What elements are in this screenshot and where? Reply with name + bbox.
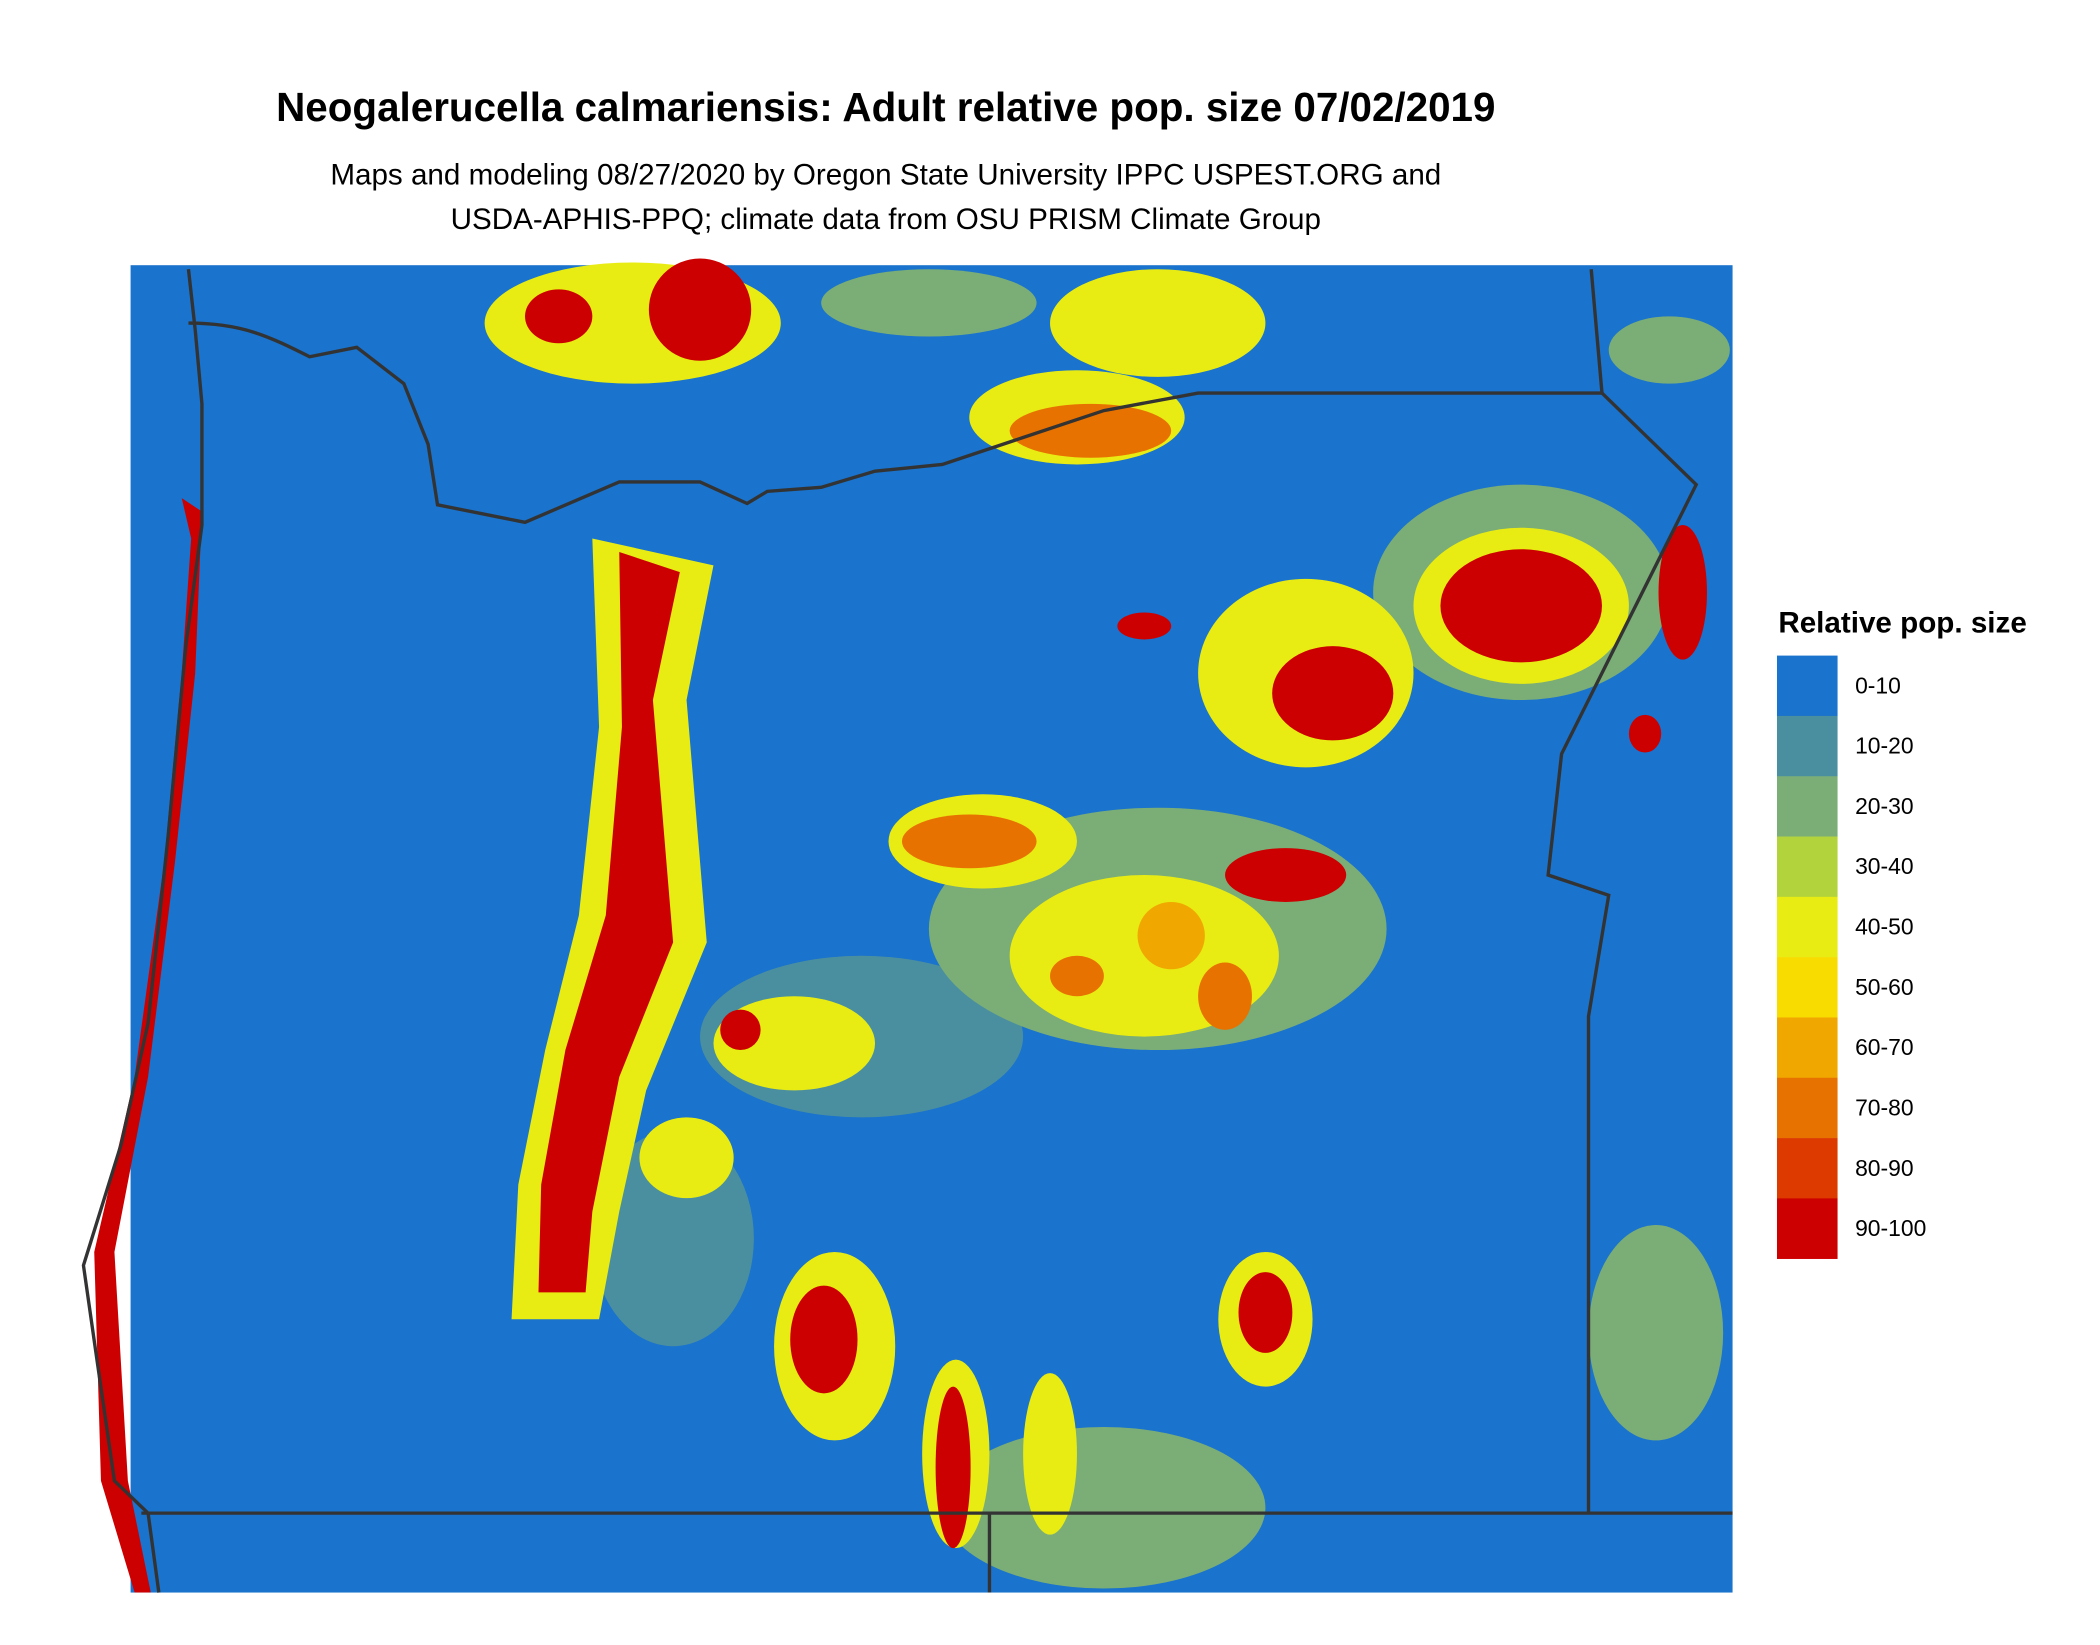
- zone: [1588, 1225, 1724, 1441]
- subtitle: USDA-APHIS-PPQ; climate data from OSU PR…: [451, 203, 1321, 236]
- legend-swatch: [1776, 655, 1838, 717]
- legend-title: Relative pop. size: [1778, 607, 2026, 640]
- legend-label: 10-20: [1855, 733, 1914, 759]
- zone: [821, 269, 1037, 337]
- legend-swatch: [1776, 715, 1838, 777]
- legend-label: 80-90: [1855, 1155, 1914, 1181]
- state-border: [1589, 269, 1604, 394]
- legend-swatch: [1776, 1198, 1838, 1259]
- state-border: [141, 1511, 1733, 1593]
- legend: 0-10 10-20 20-30 30-40 40-50 50-60 60-70 70-80 8…: [1776, 655, 1926, 1259]
- zone: [1117, 612, 1172, 640]
- figure-body: Neogalerucella calmariensis: Adult relat…: [81, 84, 2027, 1593]
- coastline: [81, 269, 204, 1593]
- zone: [1050, 955, 1104, 997]
- zone: [525, 289, 593, 344]
- zone: [901, 814, 1037, 869]
- zone: [1608, 316, 1730, 384]
- zone: [648, 258, 752, 361]
- zone: [1225, 848, 1347, 902]
- zone: [1050, 269, 1266, 377]
- legend-swatch: [1776, 1017, 1838, 1079]
- zone: [639, 1117, 734, 1199]
- zone: [1198, 962, 1252, 1030]
- zone: [1137, 901, 1205, 970]
- legend-swatch: [1776, 776, 1838, 837]
- zone: [720, 1009, 761, 1051]
- legend-swatch: [1776, 896, 1838, 958]
- zone: [1272, 646, 1394, 741]
- zone: [1658, 525, 1707, 660]
- zone: [1628, 714, 1662, 753]
- legend-label: 50-60: [1855, 974, 1914, 1000]
- zone: [1440, 549, 1602, 663]
- legend-label: 30-40: [1855, 853, 1914, 879]
- subtitle: Maps and modeling 08/27/2020 by Oregon S…: [330, 158, 1441, 191]
- title: Neogalerucella calmariensis: Adult relat…: [276, 84, 1495, 130]
- zone: [942, 1426, 1266, 1589]
- legend-label: 90-100: [1855, 1215, 1926, 1241]
- legend-label: 60-70: [1855, 1034, 1914, 1060]
- legend-swatch: [1776, 957, 1838, 1018]
- raster-map: [81, 258, 1733, 1593]
- legend-swatch: [1776, 1077, 1838, 1139]
- zone: [1023, 1373, 1077, 1535]
- zone: [935, 1386, 971, 1549]
- legend-label: 70-80: [1855, 1094, 1914, 1120]
- legend-label: 20-30: [1855, 793, 1914, 819]
- zone: [790, 1285, 858, 1394]
- state-border: [188, 321, 1699, 1514]
- legend-label: 0-10: [1855, 672, 1901, 698]
- zone: [1238, 1272, 1293, 1353]
- zone: [538, 551, 680, 1293]
- legend-swatch: [1776, 836, 1838, 898]
- zone: [1009, 403, 1172, 458]
- legend-swatch: [1776, 1138, 1838, 1199]
- legend-label: 40-50: [1855, 914, 1914, 940]
